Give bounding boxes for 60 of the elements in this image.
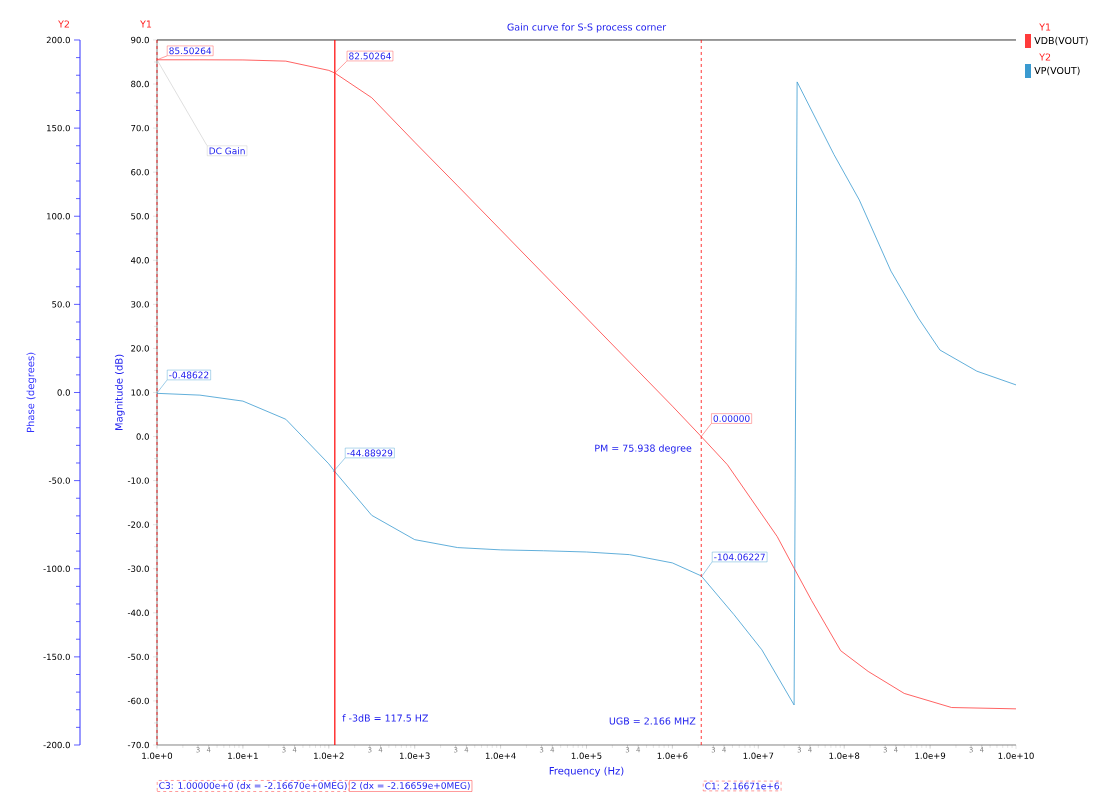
x-tick-label: 1.0e+1: [228, 752, 258, 759]
text: C3: 1.00000e+0 (dx = -2.16670e+0MEG): [159, 781, 347, 790]
y-tick-label: 80.0: [131, 80, 149, 88]
text: Y2: [58, 20, 69, 28]
annotation: f -3dB = 117.5 HZ: [342, 714, 429, 722]
x-tick-label: 1.0e+5: [571, 752, 602, 759]
y-tick-label: 70.0: [131, 124, 149, 132]
annotation: DC Gain: [209, 147, 245, 155]
text: Y2: [1039, 53, 1051, 61]
y-tick-label: -40.0: [127, 609, 149, 617]
annotation: 0.00000: [713, 415, 750, 422]
annotation: 85.50264: [169, 47, 212, 55]
y-tick-label: 40.0: [130, 257, 149, 264]
annotation: PM = 75.938 degree: [595, 444, 692, 454]
legend-label: VDB(VOUT): [1034, 36, 1088, 46]
y-tick-label: -50.0: [127, 653, 149, 661]
x-tick-label: 1.0e+4: [485, 752, 516, 759]
text: Y1: [1039, 23, 1051, 31]
y2-tick-label: 50.0: [52, 301, 70, 308]
x-tick-label: 1.0e+7: [743, 752, 774, 759]
y-tick-label: 50.0: [131, 213, 149, 220]
x-tick-label: 1.0e+10: [998, 752, 1034, 759]
y-tick-label: -30.0: [127, 565, 149, 572]
y2-axis-title: Phase (degrees): [26, 352, 37, 433]
y-axis-title: Magnitude (dB): [114, 354, 125, 431]
x-tick-label: 1.0e+3: [400, 752, 430, 759]
annotation: -0.48622: [169, 371, 209, 379]
chart-title: Gain curve for S-S process corner: [507, 23, 667, 33]
y2-tick-label: -50.0: [48, 477, 70, 484]
y-tick-label: 20.0: [131, 345, 149, 352]
x-tick-label: 1.0e+2: [314, 752, 344, 759]
y-tick-label: -70.0: [127, 741, 149, 749]
y-tick-label: 10.0: [131, 389, 149, 396]
annotation: -44.88929: [347, 449, 393, 457]
y2-tick-label: 150.0: [47, 124, 70, 132]
x-tick-label: 1.0e+8: [829, 752, 860, 759]
y2-tick-label: 200.0: [46, 36, 70, 44]
x-tick-label: 1.0e+0: [142, 752, 173, 759]
text: Y1: [140, 20, 152, 28]
y-tick-label: 90.0: [131, 36, 149, 44]
y-tick-label: -60.0: [127, 697, 149, 705]
legend-label: VP(VOUT): [1034, 66, 1080, 76]
y2-tick-label: 100.0: [47, 213, 70, 220]
x-tick-label: 1.0e+6: [657, 752, 688, 759]
y-tick-label: 0.0: [136, 433, 149, 440]
annotation: -104.06227: [714, 553, 765, 561]
y-tick-label: -20.0: [127, 521, 149, 528]
x-tick-label: 1.0e+9: [915, 752, 946, 759]
y2-tick-label: -100.0: [43, 565, 70, 572]
y2-tick-label: -200.0: [43, 741, 70, 749]
text: 2 (dx = -2.16659e+0MEG): [351, 781, 470, 790]
text: C1: 2.16671e+6: [705, 782, 779, 790]
y-tick-label: 60.0: [131, 168, 149, 176]
annotation: UGB = 2.166 MHZ: [609, 717, 696, 725]
x-axis-title: Frequency (Hz): [549, 766, 624, 777]
y2-tick-label: 0.0: [57, 389, 70, 396]
y-tick-label: 30.0: [131, 301, 149, 308]
y-tick-label: -10.0: [127, 477, 149, 484]
annotation: 82.50264: [349, 52, 391, 60]
y2-tick-label: -150.0: [43, 653, 70, 661]
